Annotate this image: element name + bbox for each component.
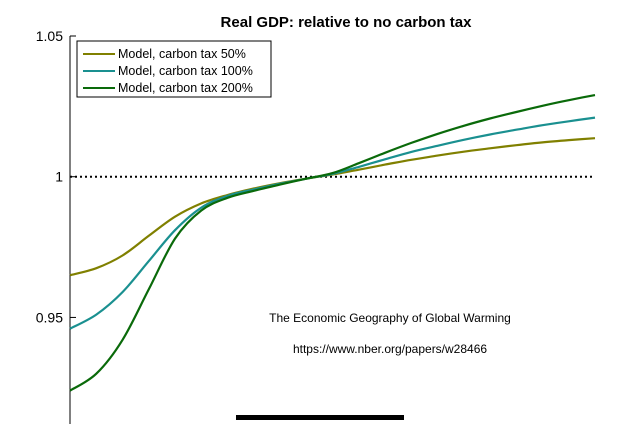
y-tick-label-2: 1 — [55, 169, 63, 185]
series-group — [69, 94, 596, 392]
y-axis: 0.95 1 1.05 — [36, 28, 76, 424]
legend-label-1: Model, carbon tax 50% — [118, 47, 246, 61]
y-tick-label-3: 1.05 — [36, 28, 63, 44]
legend: Model, carbon tax 50% Model, carbon tax … — [76, 40, 272, 98]
home-indicator-bar — [236, 415, 404, 420]
annotation-url: https://www.nber.org/papers/w28466 — [293, 342, 487, 356]
series-line-3 — [69, 94, 596, 392]
legend-label-3: Model, carbon tax 200% — [118, 81, 253, 95]
legend-label-2: Model, carbon tax 100% — [118, 64, 253, 78]
chart-title: Real GDP: relative to no carbon tax — [221, 14, 473, 31]
annotation-title: The Economic Geography of Global Warming — [269, 311, 511, 325]
y-tick-label-1: 0.95 — [36, 309, 63, 325]
